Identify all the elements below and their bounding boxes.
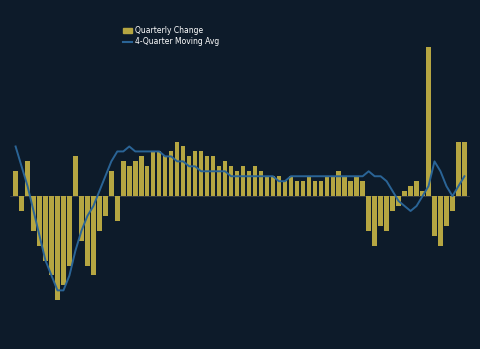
Bar: [283, 181, 287, 196]
Bar: [223, 161, 228, 196]
Bar: [73, 156, 78, 196]
Bar: [276, 176, 281, 196]
Bar: [49, 196, 54, 275]
Bar: [402, 191, 407, 196]
Bar: [55, 196, 60, 300]
Bar: [456, 141, 461, 196]
Bar: [432, 196, 437, 236]
Bar: [229, 166, 233, 196]
Bar: [115, 196, 120, 221]
Bar: [312, 181, 317, 196]
Bar: [426, 47, 431, 196]
Bar: [420, 191, 425, 196]
Bar: [139, 156, 144, 196]
Bar: [103, 196, 108, 216]
Bar: [331, 176, 335, 196]
Bar: [169, 151, 173, 196]
Bar: [163, 156, 168, 196]
Bar: [193, 151, 197, 196]
Bar: [390, 196, 395, 211]
Bar: [300, 181, 305, 196]
Bar: [205, 156, 209, 196]
Bar: [444, 196, 449, 226]
Bar: [348, 181, 353, 196]
Bar: [360, 181, 365, 196]
Bar: [37, 196, 42, 246]
Bar: [187, 156, 192, 196]
Bar: [396, 196, 401, 206]
Bar: [85, 196, 90, 266]
Bar: [235, 171, 239, 196]
Bar: [319, 181, 323, 196]
Bar: [79, 196, 84, 241]
Bar: [307, 176, 311, 196]
Bar: [354, 176, 359, 196]
Bar: [414, 181, 419, 196]
Bar: [252, 166, 257, 196]
Bar: [438, 196, 443, 246]
Bar: [247, 171, 251, 196]
Bar: [324, 176, 329, 196]
Bar: [91, 196, 96, 275]
Bar: [97, 196, 102, 231]
Bar: [241, 166, 245, 196]
Bar: [217, 166, 221, 196]
Bar: [157, 151, 161, 196]
Bar: [384, 196, 389, 231]
Bar: [336, 171, 341, 196]
Bar: [13, 171, 18, 196]
Bar: [121, 161, 126, 196]
Bar: [259, 171, 263, 196]
Bar: [366, 196, 371, 231]
Bar: [211, 156, 216, 196]
Bar: [19, 196, 24, 211]
Bar: [25, 161, 30, 196]
Bar: [264, 176, 269, 196]
Legend: Quarterly Change, 4-Quarter Moving Avg: Quarterly Change, 4-Quarter Moving Avg: [121, 24, 221, 48]
Bar: [181, 147, 185, 196]
Bar: [31, 196, 36, 231]
Bar: [145, 166, 149, 196]
Bar: [109, 171, 114, 196]
Bar: [67, 196, 72, 266]
Bar: [199, 151, 204, 196]
Bar: [133, 161, 137, 196]
Bar: [151, 151, 156, 196]
Bar: [271, 176, 275, 196]
Bar: [450, 196, 455, 211]
Bar: [288, 176, 293, 196]
Bar: [61, 196, 66, 285]
Bar: [462, 141, 467, 196]
Bar: [343, 176, 347, 196]
Bar: [175, 141, 180, 196]
Bar: [295, 181, 299, 196]
Bar: [372, 196, 377, 246]
Bar: [43, 196, 48, 261]
Bar: [378, 196, 383, 226]
Bar: [408, 186, 413, 196]
Bar: [127, 166, 132, 196]
